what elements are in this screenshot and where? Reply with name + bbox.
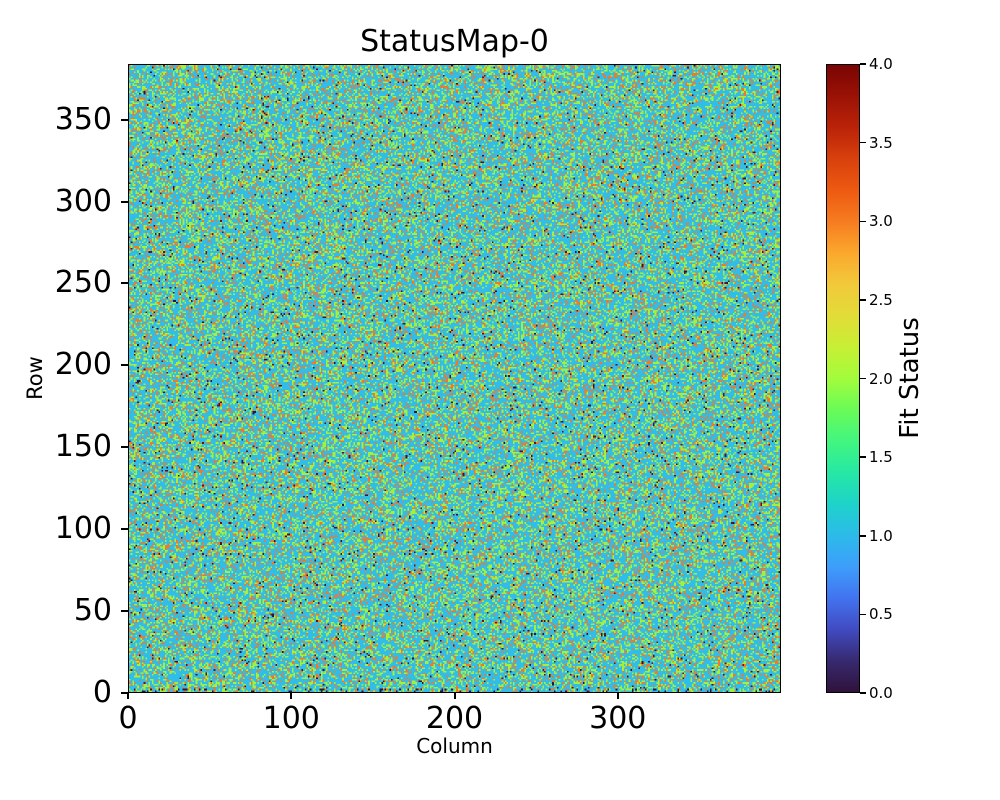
x-tick-label: 100 [262,701,320,736]
colorbar-tick-mark [860,63,866,65]
x-tick-label: 300 [589,701,647,736]
x-tick-mark [127,693,129,699]
x-tick-label: 0 [118,701,138,736]
colorbar [826,64,860,693]
chart-title: StatusMap-0 [360,24,549,59]
y-tick-label: 250 [54,265,112,301]
x-tick-label: 200 [425,701,484,736]
colorbar-tick-label: 2.5 [869,290,893,309]
colorbar-tick-mark [860,456,866,458]
colorbar-tick-mark [860,613,866,616]
y-tick-label: 0 [92,675,112,710]
y-axis-label: Row [23,356,47,400]
y-tick-mark [121,364,128,367]
y-tick-label: 100 [54,511,112,547]
colorbar-tick-mark [860,692,866,694]
colorbar-tick-label: 1.5 [869,448,893,467]
colorbar-tick-mark [860,299,866,301]
y-tick-label: 200 [54,347,112,383]
colorbar-tick-mark [860,141,866,144]
x-tick-mark [616,693,619,699]
colorbar-tick-label: 0.5 [869,605,893,624]
y-tick-label: 150 [54,429,112,465]
colorbar-tick-label: 4.0 [869,55,893,73]
colorbar-tick-label: 1.0 [869,526,893,545]
y-tick-mark [121,118,128,121]
y-tick-mark [121,282,128,285]
x-tick-mark [290,693,293,699]
colorbar-tick-label: 3.5 [869,133,893,152]
y-tick-label: 50 [73,593,112,629]
x-axis-label: Column [416,734,493,758]
y-tick-label: 350 [54,101,112,137]
colorbar-tick-label: 0.0 [869,684,893,702]
colorbar-tick-mark [860,220,866,222]
heatmap-canvas [129,65,780,692]
colorbar-tick-label: 2.0 [869,369,893,388]
y-tick-label: 300 [54,183,112,219]
colorbar-tick-mark [860,535,866,537]
x-tick-mark [453,693,456,699]
y-tick-mark [121,528,128,531]
y-tick-mark [121,446,128,449]
y-tick-mark [121,692,128,694]
colorbar-tick-label: 3.0 [869,212,893,231]
colorbar-label: Fit Status [895,317,925,439]
y-tick-mark [121,200,128,203]
plot-area [128,64,781,693]
colorbar-tick-mark [860,377,866,380]
y-tick-mark [121,610,128,613]
